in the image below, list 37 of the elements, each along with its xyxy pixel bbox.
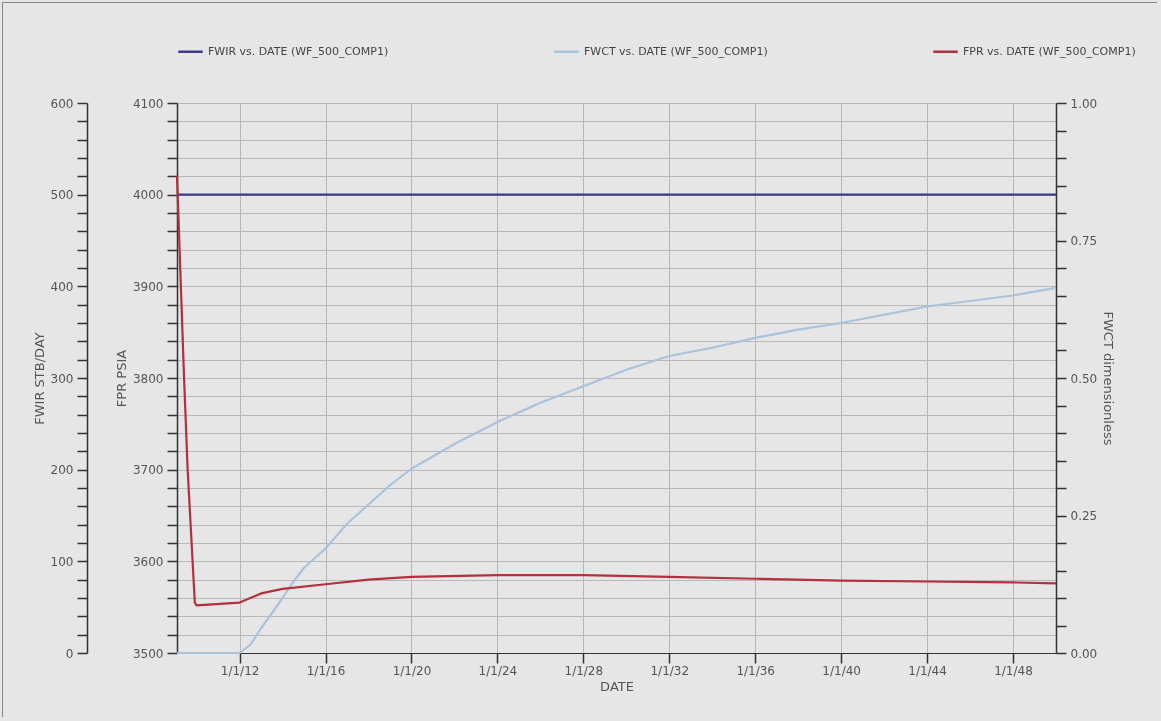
y-tick-label: 200 (50, 463, 74, 478)
x-tick-label: 1/1/28 (564, 663, 604, 678)
x-tick-label: 1/1/40 (822, 663, 861, 678)
legend-label: FWCT vs. DATE (WF_500_COMP1) (584, 44, 768, 58)
y3-tick-label: 3700 (132, 463, 164, 478)
x-tick-label: 1/1/16 (306, 663, 346, 678)
y3-tick-label: 3800 (132, 371, 164, 386)
x-tick-label: 1/1/44 (908, 663, 947, 678)
y-tick-label: 500 (50, 188, 74, 203)
legend-label: FWIR vs. DATE (WF_500_COMP1) (208, 44, 389, 58)
y3-tick-label: 3900 (132, 279, 164, 294)
y2-axis-title: FWCT dimensionless (1101, 311, 1117, 446)
y2-tick-label: 1.00 (1070, 96, 1098, 111)
y3-tick-label: 4100 (132, 96, 164, 111)
y3-tick-label: 4000 (132, 188, 164, 203)
y-tick-label: 600 (50, 96, 74, 111)
y3-axis-title: FPR PSIA (113, 349, 129, 408)
y2-tick-label: 0.75 (1070, 234, 1098, 248)
y-tick-label: 400 (50, 279, 74, 294)
y3-tick-label: 3500 (132, 646, 164, 661)
y-tick-label: 100 (50, 554, 74, 569)
x-tick-label: 1/1/32 (650, 663, 690, 678)
line-series (175, 175, 1058, 607)
y-tick-label: 0 (65, 646, 74, 661)
y2-tick-label: 0.50 (1070, 371, 1098, 386)
x-tick-label: 1/1/36 (736, 663, 776, 678)
x-tick-label: 1/1/20 (392, 663, 432, 678)
x-tick-label: 1/1/12 (220, 663, 260, 678)
x-tick-label: 1/1/48 (994, 663, 1033, 678)
y3-tick-label: 3600 (132, 554, 164, 569)
y-tick-label: 300 (50, 371, 74, 386)
y2-tick-label: 0.00 (1070, 646, 1098, 661)
x-axis-title: DATE (600, 678, 634, 694)
y-axis-title: FWIR STB/DAY (31, 332, 47, 425)
y2-tick-label: 0.25 (1070, 509, 1098, 523)
x-tick-label: 1/1/24 (478, 663, 518, 678)
legend-label: FPR vs. DATE (WF_500_COMP1) (963, 44, 1136, 58)
